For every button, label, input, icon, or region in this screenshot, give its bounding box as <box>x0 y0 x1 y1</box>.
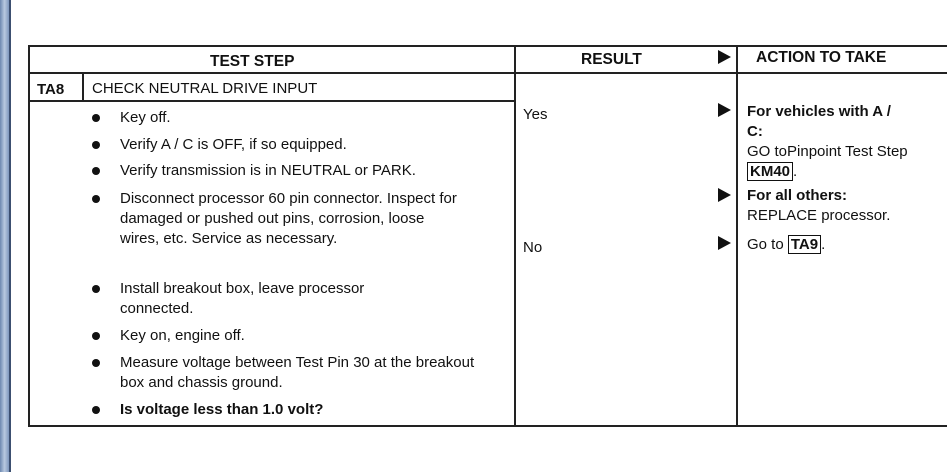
action-text: Go to <box>747 236 784 253</box>
header-result: RESULT <box>581 51 642 68</box>
bullet <box>92 141 100 149</box>
column-divider <box>514 45 516 426</box>
step-id: TA8 <box>37 81 65 98</box>
bullet <box>92 332 100 340</box>
bullet <box>92 359 100 367</box>
table-border <box>28 425 947 427</box>
step-item: Install breakout box, leave processor co… <box>120 280 365 317</box>
arrow <box>718 188 731 202</box>
result-yes: Yes <box>523 106 548 123</box>
window-frame-edge <box>9 0 11 472</box>
window-frame <box>0 0 9 472</box>
bullet <box>92 195 100 203</box>
column-divider <box>736 45 738 426</box>
step-link: KM40 <box>747 162 794 181</box>
result-no: No <box>523 239 543 256</box>
arrow <box>718 103 731 117</box>
table-border <box>28 45 947 47</box>
action-text: REPLACE processor. <box>747 207 891 224</box>
action-text: Go to TA9. <box>747 235 825 255</box>
step-question: Is voltage less than 1.0 volt? <box>120 401 324 418</box>
step-item: Key on, engine off. <box>120 327 245 344</box>
arrow <box>718 50 731 64</box>
step-item: Verify transmission is in NEUTRAL or PAR… <box>120 162 416 179</box>
table-border <box>28 45 30 426</box>
step-item: Measure voltage between Test Pin 30 at t… <box>120 354 475 391</box>
action-text: GO toPinpoint Test Step <box>747 143 908 160</box>
step-link: TA9 <box>787 235 822 254</box>
bullet <box>92 167 100 175</box>
bullet <box>92 114 100 122</box>
step-title: CHECK NEUTRAL DRIVE INPUT <box>92 80 318 97</box>
header-action: ACTION TO TAKE <box>756 49 887 66</box>
bullet <box>92 285 100 293</box>
punctuation: . <box>821 236 826 253</box>
header-test-step: TEST STEP <box>210 53 295 70</box>
punctuation: . <box>793 163 798 180</box>
id-divider <box>82 72 84 100</box>
bullet <box>92 406 100 414</box>
step-item: Key off. <box>120 109 171 126</box>
header-rule <box>28 72 947 74</box>
action-heading: For vehicles with A / C: <box>747 103 891 140</box>
action-text: GO toPinpoint Test Step KM40. <box>747 142 917 182</box>
step-rule <box>28 100 514 102</box>
action-heading: For all others: <box>747 187 848 204</box>
step-item: Verify A / C is OFF, if so equipped. <box>120 136 347 153</box>
step-item: Disconnect processor 60 pin connector. I… <box>120 190 457 247</box>
arrow <box>718 236 731 250</box>
